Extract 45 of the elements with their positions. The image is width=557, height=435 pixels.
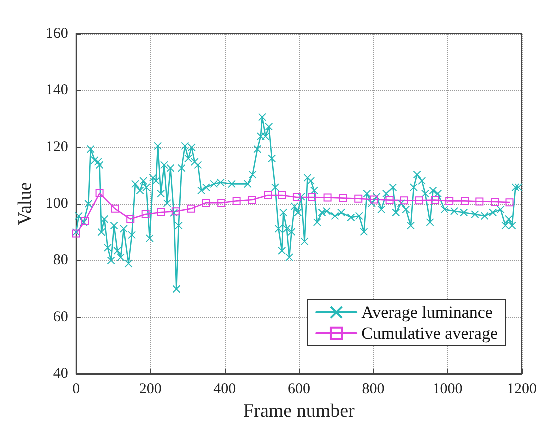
y-tick-label: 80	[53, 252, 68, 269]
point	[232, 197, 241, 206]
y-tick-label: 160	[46, 26, 68, 42]
x-tick-label: 1200	[507, 382, 537, 398]
point	[292, 193, 301, 202]
point	[188, 204, 196, 213]
x-tick-label: 600	[288, 382, 310, 398]
point	[506, 198, 514, 207]
point	[431, 196, 440, 204]
point	[142, 210, 150, 218]
point	[416, 196, 424, 205]
x-tick-label: 800	[362, 382, 385, 398]
x-tick-label: 1000	[432, 382, 463, 398]
legend-label: Average luminance	[362, 303, 493, 322]
x-tick-label: 400	[214, 382, 236, 398]
point	[264, 192, 272, 200]
point	[386, 196, 394, 204]
y-tick-label: 40	[53, 366, 68, 382]
point	[126, 215, 135, 224]
point	[446, 197, 454, 206]
point	[339, 194, 348, 202]
point	[491, 198, 500, 206]
point	[308, 193, 316, 202]
point	[278, 192, 286, 200]
point	[476, 198, 484, 206]
y-axis-title: Value	[15, 182, 36, 226]
x-tick-label: 0	[72, 382, 80, 398]
point	[400, 196, 408, 205]
point	[248, 196, 256, 204]
x-axis-title: Frame number	[244, 400, 356, 422]
y-tick-label: 100	[46, 196, 68, 212]
y-tick-label: 120	[46, 139, 68, 156]
point	[111, 204, 120, 213]
y-tick-label: 140	[46, 82, 68, 99]
legend-label: Cumulative average	[362, 324, 498, 343]
point	[96, 190, 104, 198]
point	[354, 194, 363, 203]
y-tick-label: 60	[53, 309, 68, 326]
point	[202, 199, 210, 208]
x-tick-label: 200	[139, 382, 162, 398]
point	[157, 208, 166, 216]
point	[218, 199, 226, 208]
point	[461, 197, 470, 206]
point	[324, 194, 332, 202]
point	[370, 196, 378, 204]
